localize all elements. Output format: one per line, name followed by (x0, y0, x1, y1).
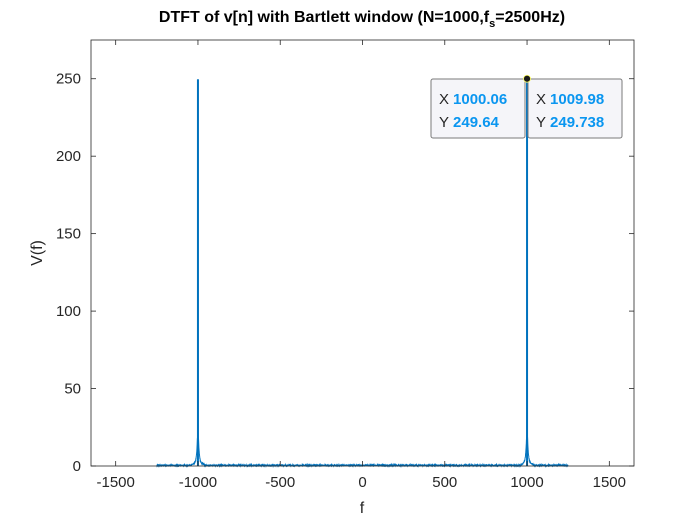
datatip-marker[interactable] (523, 74, 531, 83)
x-tick-label: 1000 (510, 474, 543, 491)
datatip-2-y-key: Y (536, 114, 546, 131)
datatip-1-x-key: X (439, 91, 449, 108)
datatip-1-x-row: X 1000.06 (439, 91, 507, 108)
y-tick-label: 250 (56, 71, 81, 88)
y-tick-label: 0 (73, 458, 81, 475)
datatip-2-y-row: Y 249.738 (536, 114, 604, 131)
datatip-2[interactable]: X 1009.98 Y 249.738 (527, 78, 623, 139)
chart-title-tail: =2500Hz) (495, 9, 565, 26)
datatip-1[interactable]: X 1000.06 Y 249.64 (430, 78, 526, 139)
datatip-1-y-value: 249.64 (453, 114, 500, 131)
x-tick-label: -1500 (96, 474, 134, 491)
datatip-1-y-row: Y 249.64 (439, 114, 500, 131)
x-tick-label: 500 (432, 474, 457, 491)
y-tick-label: 50 (64, 381, 81, 398)
x-tick-label: 0 (358, 474, 366, 491)
x-tick-label: -1000 (179, 474, 217, 491)
tick-layer: -1500 -1000 -500 0 500 1000 1500 0 50 100 150 200 25… (56, 40, 634, 491)
datatip-2-y-value: 249.738 (550, 114, 604, 131)
y-tick-label: 150 (56, 226, 81, 243)
datatip-1-x-value: 1000.06 (453, 91, 507, 108)
y-tick-label: 200 (56, 148, 81, 165)
datatip-2-x-row: X 1009.98 (536, 91, 604, 108)
datatip-1-y-key: Y (439, 114, 449, 131)
x-tick-label: -500 (265, 474, 295, 491)
x-tick-label: 1500 (593, 474, 626, 491)
datatip-2-x-key: X (536, 91, 546, 108)
datatip-1-box (430, 78, 526, 139)
y-axis-label: V(f) (29, 240, 46, 266)
x-axis-label: f (360, 500, 365, 517)
chart-title: DTFT of v[n] with Bartlett window (N=100… (159, 9, 565, 30)
y-tick-label: 100 (56, 303, 81, 320)
datatip-2-x-value: 1009.98 (550, 91, 604, 108)
chart-title-main: DTFT of v[n] with Bartlett window (N=100… (159, 9, 490, 26)
datatip-2-box (527, 78, 623, 139)
chart-title-subscript: s (489, 18, 495, 30)
